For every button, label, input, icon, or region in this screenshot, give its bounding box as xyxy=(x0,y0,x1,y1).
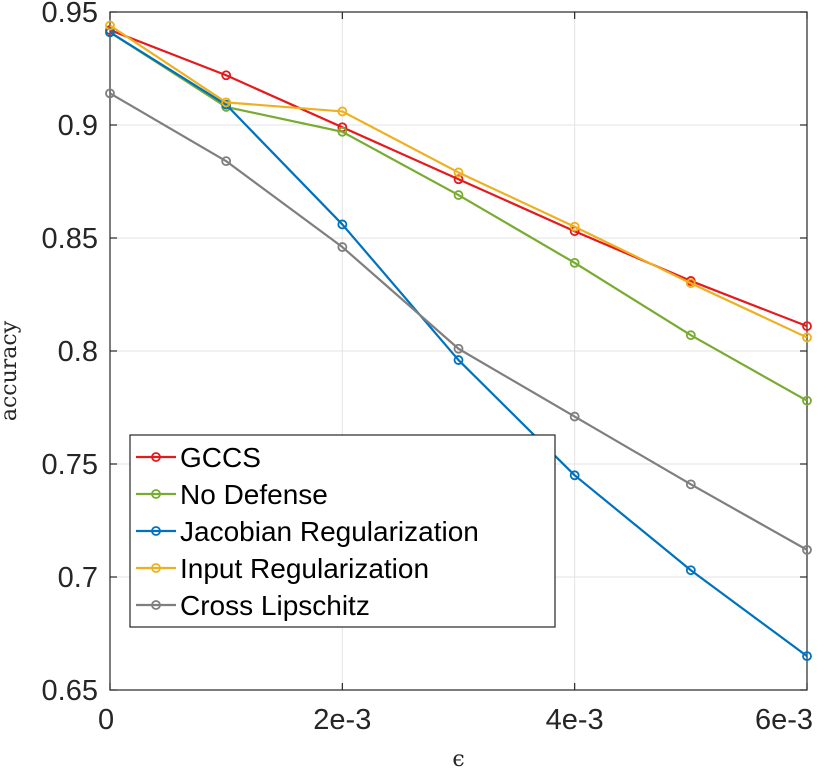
data-point-no-defense xyxy=(685,330,696,341)
data-point-input-regularization xyxy=(802,332,812,343)
y-tick-label: 0.75 xyxy=(42,449,98,481)
data-point-gccs xyxy=(221,70,232,81)
series-cross-lipschitz xyxy=(105,88,812,555)
legend-label: GCCS xyxy=(180,442,261,473)
y-tick-label: 0.65 xyxy=(42,675,98,707)
data-point-jacobian-regularization xyxy=(569,470,580,481)
data-point-input-regularization xyxy=(453,167,464,178)
data-point-jacobian-regularization xyxy=(685,565,696,576)
data-point-no-defense xyxy=(802,395,812,406)
legend-item-gccs: GCCS xyxy=(136,442,261,473)
legend-swatch-marker xyxy=(151,563,161,573)
legend-swatch-marker xyxy=(151,452,161,462)
legend-item-input-regularization: Input Regularization xyxy=(136,553,429,584)
x-tick-label: 0 xyxy=(98,704,114,736)
data-point-cross-lipschitz xyxy=(221,156,232,167)
series-line-gccs xyxy=(109,29,808,328)
data-point-jacobian-regularization xyxy=(337,219,348,230)
legend-item-cross-lipschitz: Cross Lipschitz xyxy=(136,590,370,621)
data-point-cross-lipschitz xyxy=(105,88,115,99)
y-tick-label: 0.85 xyxy=(42,223,98,255)
data-point-input-regularization xyxy=(105,20,115,31)
data-point-no-defense xyxy=(337,126,348,137)
legend-label: Input Regularization xyxy=(180,553,429,584)
legend-item-no-defense: No Defense xyxy=(136,479,328,510)
data-point-jacobian-regularization xyxy=(802,651,812,661)
y-tick-label: 0.95 xyxy=(42,0,98,29)
series-line-input-regularization xyxy=(109,24,808,339)
data-point-cross-lipschitz xyxy=(569,411,580,422)
legend-swatch-marker xyxy=(151,600,161,610)
data-point-jacobian-regularization xyxy=(453,355,464,365)
series-line-cross-lipschitz xyxy=(109,92,808,551)
data-point-cross-lipschitz xyxy=(802,544,812,555)
legend: GCCS No Defense Jacobian Regularization Inp… xyxy=(129,434,556,628)
data-point-jacobian-regularization xyxy=(105,27,115,38)
y-tick-label: 0.7 xyxy=(58,562,98,594)
data-point-gccs xyxy=(453,174,464,185)
legend-box xyxy=(129,434,556,628)
series-gccs xyxy=(105,25,812,332)
y-axis-label: accuracy xyxy=(0,320,22,421)
data-point-input-regularization xyxy=(685,278,696,289)
y-tick-label: 0.9 xyxy=(58,110,98,142)
x-axis-label: ϵ xyxy=(452,747,464,770)
series-layer xyxy=(105,20,812,661)
legend-item-jacobian-regularization: Jacobian Regularization xyxy=(136,516,479,547)
data-point-no-defense xyxy=(453,190,464,200)
series-line-jacobian-regularization xyxy=(109,31,808,657)
data-point-no-defense xyxy=(569,257,580,268)
legend-swatch-marker xyxy=(151,489,161,499)
data-point-input-regularization xyxy=(221,97,232,108)
axis-ticks: 0.65 0.7 0.75 0.8 0.85 0.9 0.95 0 2e-3 4e-3 6e-3 xyxy=(42,0,813,736)
series-input-regularization xyxy=(105,20,812,343)
legend-label: Jacobian Regularization xyxy=(180,516,479,547)
series-jacobian-regularization xyxy=(105,27,812,661)
legend-label: No Defense xyxy=(180,479,328,510)
legend-label: Cross Lipschitz xyxy=(180,590,370,621)
y-tick-label: 0.8 xyxy=(58,336,98,368)
data-point-gccs xyxy=(802,321,812,332)
data-point-cross-lipschitz xyxy=(337,242,348,252)
data-point-cross-lipschitz xyxy=(685,479,696,490)
x-tick-label: 2e-3 xyxy=(313,704,371,736)
x-tick-label: 4e-3 xyxy=(546,704,604,736)
data-point-cross-lipschitz xyxy=(453,343,464,354)
x-tick-label: 6e-3 xyxy=(755,704,813,736)
data-point-input-regularization xyxy=(337,106,348,117)
legend-swatch-marker xyxy=(151,526,161,536)
data-point-input-regularization xyxy=(569,221,580,232)
